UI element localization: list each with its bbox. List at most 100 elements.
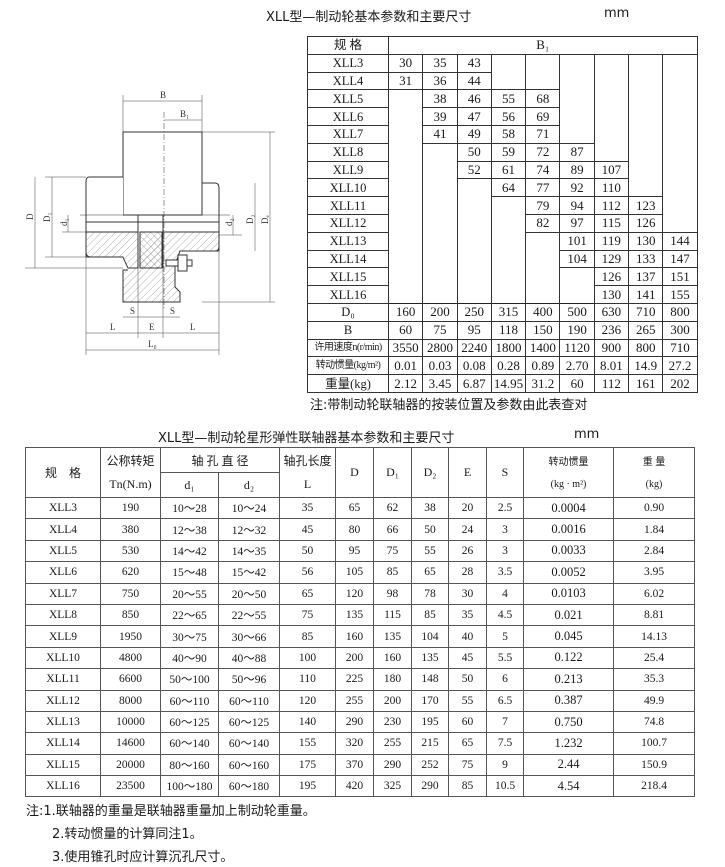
param-cell: 2800 [422, 338, 458, 358]
b1-cell [593, 72, 630, 90]
S-cell: 10.5 [486, 775, 525, 798]
table-row: XLL11 6600 50～100 50～96 110 225 180 148 50 6 0.213… [25, 668, 696, 691]
b1-cell: 151 [662, 267, 698, 287]
table-row: XLL4 380 12～38 12～32 45 80 66 50 24 3 0.0016 1.84 [25, 518, 696, 541]
torque-cell: 20000 [100, 753, 161, 777]
param-cell: 112 [593, 374, 630, 393]
b1-cell: 87 [559, 142, 595, 162]
model-cell: XLL13 [307, 231, 389, 251]
weight-cell: 3.95 [613, 561, 696, 584]
model-cell: XLL14 [307, 249, 389, 269]
dim-L-right: L [190, 322, 196, 332]
d1-cell: 14～42 [160, 539, 219, 563]
weight-cell: 2.84 [613, 539, 696, 563]
length-cell: 195 [279, 775, 337, 798]
dim-D2: D₂ [245, 214, 255, 224]
header-D1: D₁ [373, 447, 413, 498]
b1-cell [387, 161, 424, 179]
note-3: 3.使用锥孔时应计算沉孔尺寸。 [52, 850, 234, 865]
D2-cell: 170 [411, 689, 450, 712]
dim-D: D [25, 213, 35, 220]
param-cell: 160 [387, 302, 424, 322]
model-cell: XLL16 [25, 775, 101, 798]
param-cell: 161 [628, 374, 664, 393]
b1-cell [387, 178, 424, 197]
b1-cell [456, 178, 492, 197]
b1-cell [387, 107, 424, 126]
weight-cell: 0.90 [613, 496, 696, 520]
param-cell: 8.01 [593, 356, 630, 376]
b1-cell: 115 [593, 213, 630, 233]
weight-cell: 6.02 [613, 582, 696, 605]
b1-cell [628, 72, 664, 90]
D-cell: 105 [335, 561, 375, 584]
param-cell: 236 [593, 320, 630, 340]
param-cell: 400 [525, 302, 561, 322]
D1-cell: 230 [373, 710, 413, 734]
b1-cell: 31 [387, 71, 424, 91]
table-row: XLL16 130 141 155 [307, 285, 698, 304]
b1-cell: 56 [490, 107, 527, 126]
b1-cell [662, 54, 698, 73]
D1-cell: 98 [373, 582, 413, 605]
weight-cell: 14.13 [613, 625, 696, 648]
b1-cell: 30 [387, 53, 424, 73]
b1-cell [559, 125, 595, 144]
D1-cell: 115 [373, 603, 413, 627]
b1-cell [662, 107, 698, 126]
dim-L-left: L [110, 322, 116, 332]
D1-cell: 75 [373, 539, 413, 563]
b1-cell: 72 [525, 142, 561, 162]
dim-d2: d₂ [224, 218, 234, 226]
D2-cell: 85 [411, 603, 450, 627]
D-cell: 135 [335, 603, 375, 627]
D-cell: 255 [335, 689, 375, 712]
model-cell: XLL11 [307, 196, 389, 215]
D1-cell: 255 [373, 732, 413, 755]
inertia-cell: 0.021 [523, 603, 615, 627]
torque-cell: 380 [100, 518, 161, 541]
length-cell: 56 [279, 561, 337, 584]
E-cell: 50 [448, 668, 488, 691]
b1-cell [525, 232, 561, 251]
param-cell: 2240 [456, 338, 492, 358]
d2-cell: 20～50 [217, 582, 281, 605]
b1-cell: 97 [559, 213, 595, 233]
dim-L0: L₀ [148, 339, 157, 349]
dim-S-right: S [170, 306, 175, 316]
b1-cell [628, 143, 664, 162]
param-cell: 3.45 [422, 374, 458, 393]
D2-cell: 195 [411, 710, 450, 734]
header-S: S [486, 447, 525, 498]
header-model: 规 格 [307, 36, 389, 55]
table-row: XLL14 104 129 133 147 [307, 249, 698, 269]
b1-cell: 123 [628, 196, 664, 215]
param-label: 转动惯量(kg/m²) [307, 356, 389, 376]
b1-cell [456, 285, 492, 304]
D2-cell: 290 [411, 775, 450, 798]
inertia-cell: 2.44 [523, 753, 615, 777]
b1-cell: 74 [525, 160, 561, 180]
model-cell: XLL4 [25, 518, 101, 541]
D-cell: 65 [335, 496, 375, 520]
b1-cell [593, 89, 630, 108]
b1-cell [456, 250, 492, 268]
table-row: XLL7 41 49 58 71 [307, 124, 698, 144]
D1-cell: 62 [373, 496, 413, 520]
b1-cell: 155 [662, 285, 698, 304]
length-cell: 110 [279, 668, 337, 691]
D2-cell: 78 [411, 582, 450, 605]
param-row: B 60 75 95 118 150 190 236 265 300 [307, 320, 698, 340]
length-cell: 155 [279, 732, 337, 755]
length-cell: 75 [279, 603, 337, 627]
param-cell: 800 [662, 302, 698, 322]
b1-cell [662, 72, 698, 90]
header-D: D [335, 447, 375, 498]
E-cell: 26 [448, 539, 488, 563]
top-table-title: XLL型—制动轮基本参数和主要尺寸 [266, 10, 472, 25]
b1-cell [662, 214, 698, 233]
bottom-table-unit: mm [574, 427, 600, 442]
b1-cell [387, 232, 424, 251]
param-cell: 1400 [525, 338, 561, 358]
table-row: XLL15 126 137 151 [307, 267, 698, 287]
